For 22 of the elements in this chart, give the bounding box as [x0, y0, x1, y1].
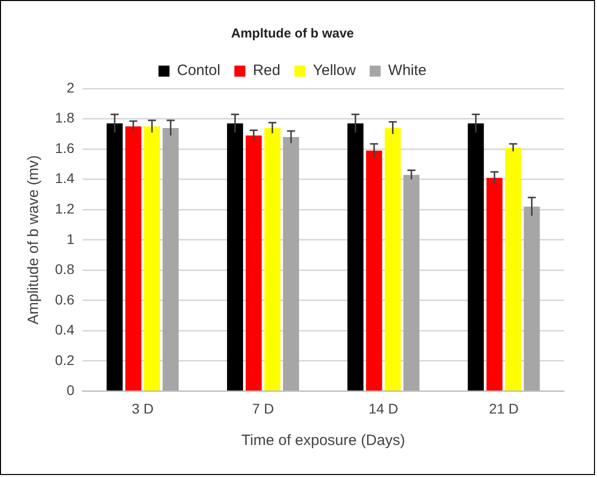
x-tick-label: 21 D [489, 400, 519, 416]
y-tick-label: 1.8 [54, 110, 75, 126]
y-tick-label: 1.4 [54, 170, 75, 186]
y-tick-label: 0 [66, 382, 75, 398]
y-tick-label: 2 [66, 79, 75, 96]
y-tick-label: 0.2 [54, 352, 75, 368]
x-axis-title: Time of exposure (Days) [241, 432, 406, 450]
y-tick-label: 1.6 [54, 140, 75, 156]
chart-title: Ampltude of b wave [231, 25, 354, 40]
y-tick-label: 1.2 [54, 200, 75, 216]
y-axis-title: Amplitude of b wave (mv) [25, 155, 42, 325]
x-tick-label: 3 D [132, 400, 154, 416]
x-tick-label: 14 D [368, 400, 398, 416]
y-tick-label: 0.6 [54, 291, 75, 308]
y-tick-label: 0.8 [54, 261, 75, 278]
legend-label: White [388, 62, 427, 80]
legend-label: Contol [176, 62, 220, 80]
y-tick-label: 0.4 [54, 322, 75, 338]
legend-label: Red [252, 62, 280, 80]
x-tick-label: 7 D [252, 400, 274, 416]
legend-label: Yellow [312, 62, 356, 80]
y-tick-label: 1 [66, 230, 75, 247]
